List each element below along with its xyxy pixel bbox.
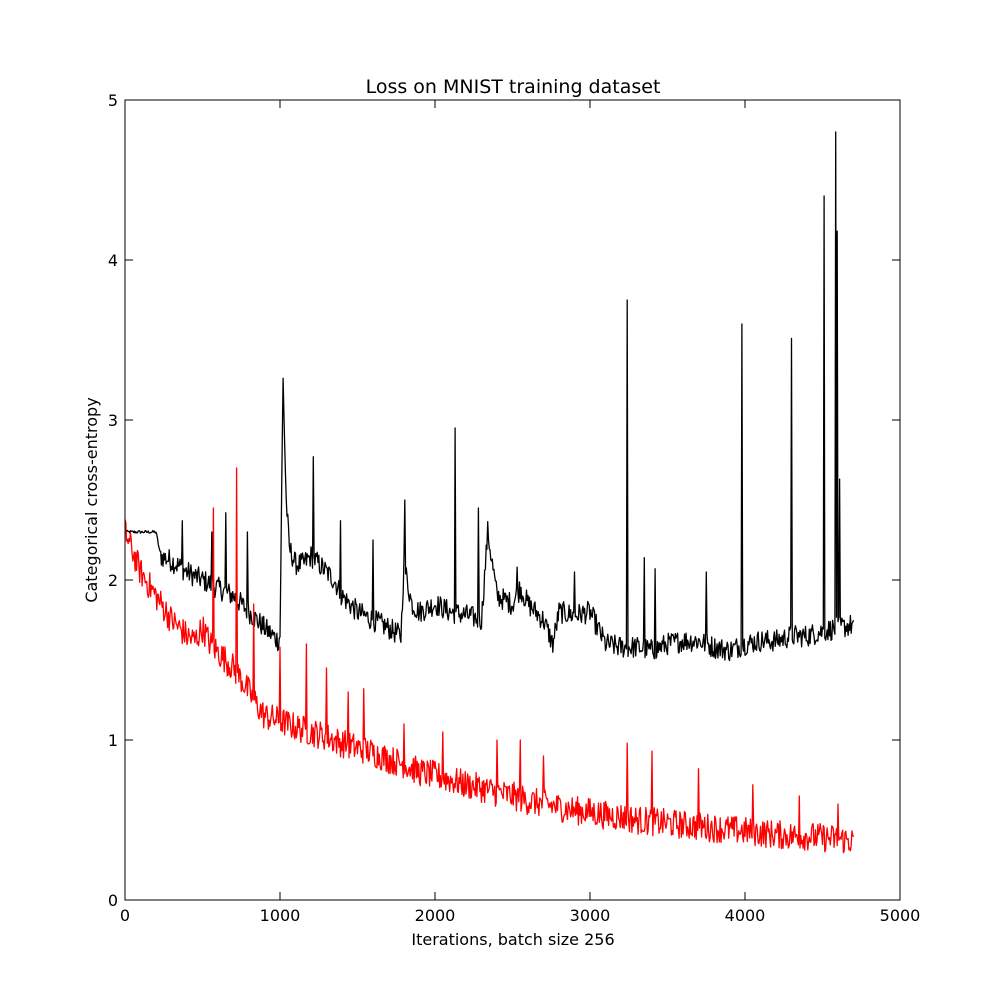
y-tick-label: 1 [108, 731, 118, 750]
chart-title: Loss on MNIST training dataset [366, 76, 661, 98]
x-tick-label: 1000 [260, 906, 301, 925]
plot-frame [124, 99, 901, 901]
axes: 0 1000 2000 3000 4000 5000 0 1 2 3 4 5 [108, 91, 921, 925]
y-tick-label: 4 [108, 251, 118, 270]
series-line-2 [124, 467, 855, 854]
plot-area [124, 131, 855, 854]
x-tick-label: 4000 [725, 906, 766, 925]
y-tick-label: 3 [108, 411, 118, 430]
x-tick-label: 0 [120, 906, 130, 925]
y-tick-label: 5 [108, 91, 118, 110]
y-tick-label: 0 [108, 891, 118, 910]
x-tick-label: 5000 [880, 906, 921, 925]
y-tick-label: 2 [108, 571, 118, 590]
y-axis-title: Categorical cross-entropy [82, 397, 101, 602]
series-line-1 [124, 131, 855, 662]
x-tick-label: 2000 [415, 906, 456, 925]
x-tick-label: 3000 [570, 906, 611, 925]
x-axis-title: Iterations, batch size 256 [411, 930, 614, 949]
